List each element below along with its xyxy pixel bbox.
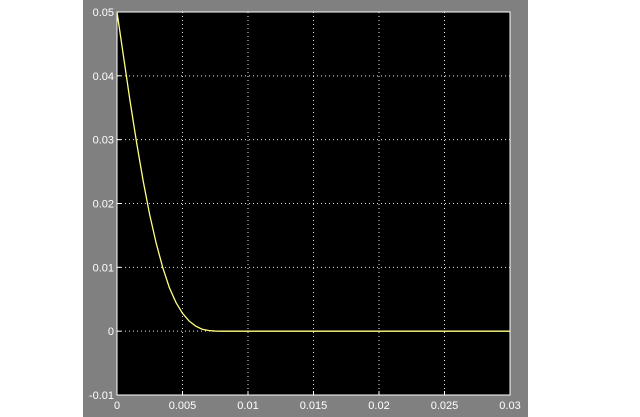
x-tick-label: 0.01 (237, 400, 258, 412)
y-axis-ticks: -0.01 0 0.01 0.02 0.03 0.04 0.05 (89, 7, 121, 402)
y-tick-label: 0.05 (93, 7, 114, 19)
x-tick-label: 0.02 (368, 400, 389, 412)
x-tick-label: 0.015 (300, 400, 328, 412)
x-tick-label: 0.005 (169, 400, 197, 412)
x-axis-ticks: 0 0.005 0.01 0.015 0.02 0.025 0.03 (114, 391, 521, 412)
y-tick-label: 0 (108, 326, 114, 338)
y-tick-label: 0.03 (93, 135, 114, 147)
x-tick-label: 0.03 (499, 400, 520, 412)
x-tick-label: 0.025 (431, 400, 459, 412)
x-tick-label: 0 (114, 400, 120, 412)
trace-layer (116, 11, 511, 332)
y-tick-label: 0.04 (93, 71, 114, 83)
y-tick-label: 0.02 (93, 199, 114, 211)
y-tick-label: 0.01 (93, 262, 114, 274)
y-tick-label: -0.01 (89, 390, 114, 402)
